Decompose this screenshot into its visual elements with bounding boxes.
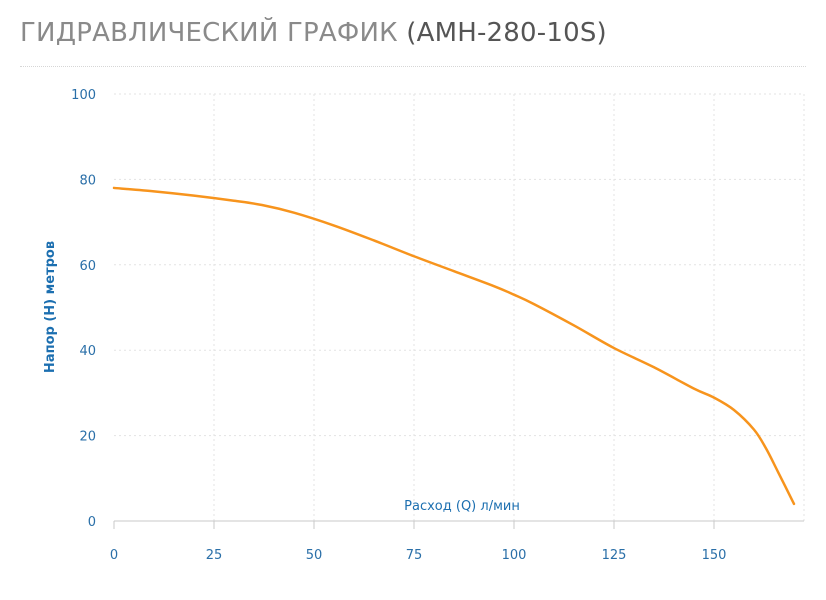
y-tick-label-60: 60 [79, 259, 96, 274]
x-tick-label-125: 125 [602, 548, 627, 563]
y-tick-label-0: 0 [88, 515, 96, 530]
y-tick-label-40: 40 [79, 344, 96, 359]
x-axis-title: Расход (Q) л/мин [404, 499, 520, 514]
x-tick-label-100: 100 [502, 548, 527, 563]
y-tick-label-100: 100 [71, 88, 96, 103]
x-tick-label-75: 75 [406, 548, 423, 563]
series [112, 186, 796, 506]
title-divider [20, 66, 806, 67]
series-line-0 [112, 186, 796, 506]
axes [113, 520, 804, 529]
x-tick-label-0: 0 [110, 548, 118, 563]
x-tick-label-50: 50 [306, 548, 323, 563]
y-tick-label-20: 20 [79, 430, 96, 445]
grid-lines [114, 93, 805, 521]
y-tick-label-80: 80 [79, 173, 96, 188]
x-tick-label-150: 150 [702, 548, 727, 563]
tick-labels: 0 20 40 60 80 100 0 25 50 75 100 125 150 [71, 88, 726, 563]
x-tick-label-25: 25 [206, 548, 223, 563]
chart-title-model: (AMH-280-10S) [406, 18, 607, 48]
chart-title-main: ГИДРАВЛИЧЕСКИЙ ГРАФИК [20, 18, 398, 48]
y-axis-title: Напор (H) метров [43, 241, 58, 373]
chart-title: ГИДРАВЛИЧЕСКИЙ ГРАФИК (AMH-280-10S) [20, 18, 607, 48]
